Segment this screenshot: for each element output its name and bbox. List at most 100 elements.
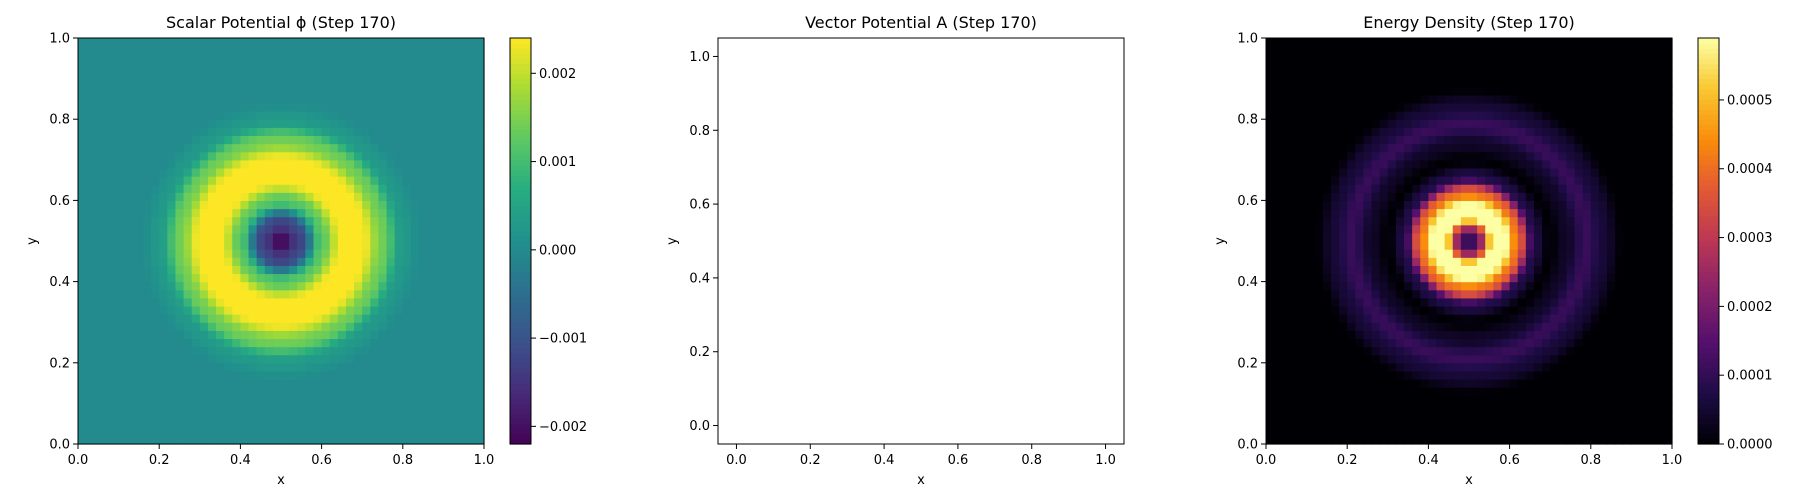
heatmap-cell [1387,257,1397,266]
heatmap-cell [207,370,217,380]
heatmap-cell [1428,297,1438,307]
heatmap-cell [337,159,347,169]
heatmap-cell [1330,395,1340,404]
heatmap-cell [1509,241,1519,250]
heatmap-cell [1598,208,1608,218]
heatmap-cell [1598,411,1608,421]
heatmap-cell [321,387,331,396]
heatmap-cell [451,411,461,421]
heatmap-cell [1444,427,1454,437]
heatmap-cell [1509,46,1519,55]
heatmap-cell [1282,46,1291,55]
heatmap-cell [183,281,193,291]
heatmap-cell [394,289,404,299]
heatmap-cell [1623,338,1632,348]
heatmap-cell [1623,322,1632,331]
heatmap-cell [435,281,444,291]
heatmap-cell [102,111,112,120]
heatmap-cell [427,216,436,226]
heatmap-cell [1314,159,1324,169]
heatmap-cell [1339,395,1348,404]
heatmap-cell [272,159,282,169]
heatmap-cell [1623,273,1632,283]
heatmap-cell [102,184,112,193]
heatmap-cell [1533,151,1543,161]
heatmap-cell [427,86,436,96]
heatmap-cell [321,151,331,161]
heatmap-cell [159,70,168,80]
heatmap-cell [110,127,120,137]
y-tick-label: 0.2 [49,356,70,371]
heatmap-cell [1339,184,1348,193]
heatmap-cell [1444,249,1454,258]
heatmap-cell [240,70,250,80]
heatmap-cell [199,354,209,364]
heatmap-cell [1266,370,1275,380]
heatmap-cell [1444,94,1454,104]
heatmap-cell [86,257,95,266]
heatmap-cell [1387,395,1397,404]
heatmap-cell [337,208,347,218]
heatmap-cell [1607,143,1616,153]
heatmap-cell [1347,273,1356,283]
heatmap-cell [419,435,428,445]
heatmap-cell [305,265,315,275]
heatmap-cell [1460,192,1470,201]
heatmap-cell [167,265,177,275]
heatmap-cell [1274,297,1283,307]
heatmap-cell [1274,241,1283,250]
heatmap-cell [1566,419,1576,429]
heatmap-cell [1566,216,1576,226]
heatmap-cell [1330,370,1340,380]
heatmap-cell [1477,135,1486,145]
heatmap-cell [1322,330,1332,340]
heatmap-cell [281,192,290,201]
heatmap-cell [1501,86,1511,96]
heatmap-cell [1566,395,1576,404]
heatmap-cell [467,184,477,193]
heatmap-cell [94,135,103,145]
heatmap-cell [1623,249,1632,258]
heatmap-cell [1452,265,1462,275]
heatmap-cell [1550,346,1559,356]
heatmap-cell [1558,200,1568,210]
heatmap-cell [1550,135,1559,145]
heatmap-cell [1509,411,1519,421]
heatmap-cell [1412,70,1421,80]
heatmap-cell [1607,305,1616,315]
heatmap-cell [1436,46,1446,55]
heatmap-cell [1420,387,1429,396]
heatmap-cell [345,403,355,413]
heatmap-cell [475,54,485,63]
heatmap-cell [370,297,380,307]
heatmap-cell [1274,419,1283,429]
heatmap-cell [329,111,339,120]
heatmap-cell [1412,411,1421,421]
heatmap-cell [272,184,282,193]
heatmap-cell [1623,403,1632,413]
heatmap-cell [1542,346,1551,356]
heatmap-cell [1493,322,1503,331]
heatmap-cell [232,176,241,185]
heatmap-cell [289,159,298,169]
heatmap-cell [297,297,306,307]
heatmap-cell [1598,78,1608,88]
heatmap-cell [240,346,250,356]
heatmap-cell [435,102,444,112]
heatmap-cell [191,362,201,372]
heatmap-cell [224,403,233,413]
heatmap-cell [175,257,185,266]
heatmap-cell [354,38,363,47]
heatmap-cell [1347,184,1356,193]
colorbar-segment [510,154,531,161]
heatmap-cell [1574,322,1584,331]
heatmap-cell [1322,54,1332,63]
heatmap-cell [370,281,380,291]
heatmap-cell [1623,362,1632,372]
heatmap-cell [1558,419,1568,429]
heatmap-cell [394,232,404,242]
heatmap-cell [1542,216,1551,226]
heatmap-cell [394,265,404,275]
heatmap-cell [297,94,306,104]
heatmap-cell [435,273,444,283]
